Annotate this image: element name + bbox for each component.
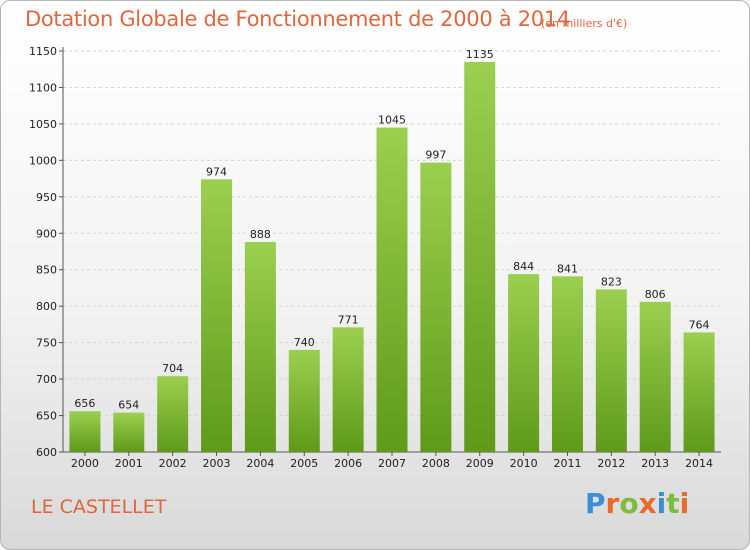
x-tick-label-2000: 2000: [71, 457, 99, 470]
x-tick-label-2014: 2014: [685, 457, 713, 470]
value-label-2002: 704: [162, 362, 183, 375]
value-label-2009: 1135: [466, 48, 494, 61]
chart-title: Dotation Globale de Fonctionnement de 20…: [25, 7, 570, 31]
y-tick-label: 950: [36, 191, 57, 204]
x-tick-label-2012: 2012: [597, 457, 625, 470]
value-label-2008: 997: [425, 149, 446, 162]
bar-2000: [69, 411, 101, 452]
value-label-2012: 823: [601, 275, 622, 288]
x-tick-label-2013: 2013: [641, 457, 669, 470]
logo-letter: i: [679, 487, 690, 520]
logo-letter: r: [605, 487, 620, 520]
y-tick-label: 1050: [29, 118, 57, 131]
bar-2014: [683, 332, 715, 452]
bar-2001: [113, 412, 145, 452]
bar-2009: [464, 61, 496, 452]
bar-2007: [376, 127, 408, 453]
value-label-2006: 771: [338, 313, 359, 326]
x-tick-label-2010: 2010: [510, 457, 538, 470]
x-tick-label-2003: 2003: [203, 457, 231, 470]
proxiti-logo: Proxiti: [585, 487, 689, 520]
logo-letter: t: [666, 487, 680, 520]
bar-2004: [244, 242, 276, 452]
value-label-2003: 974: [206, 165, 227, 178]
y-tick-label: 1100: [29, 81, 57, 94]
logo-letter: P: [585, 487, 606, 520]
value-label-2011: 841: [557, 262, 578, 275]
y-tick-label: 1000: [29, 154, 57, 167]
bar-2006: [332, 327, 364, 452]
y-tick-label: 600: [36, 446, 57, 459]
x-tick-label-2004: 2004: [246, 457, 274, 470]
logo-letter: i: [656, 487, 667, 520]
y-tick-label: 700: [36, 373, 57, 386]
bar-2002: [157, 376, 189, 452]
value-label-2007: 1045: [378, 114, 406, 127]
y-tick-label: 650: [36, 410, 57, 423]
x-tick-label-2006: 2006: [334, 457, 362, 470]
value-label-2010: 844: [513, 260, 534, 273]
bar-2012: [595, 289, 627, 452]
value-label-2014: 764: [689, 318, 710, 331]
x-tick-label-2009: 2009: [466, 457, 494, 470]
x-tick-label-2001: 2001: [115, 457, 143, 470]
value-label-2000: 656: [74, 397, 95, 410]
y-tick-label: 1150: [29, 45, 57, 58]
x-tick-label-2011: 2011: [553, 457, 581, 470]
bar-2013: [639, 301, 671, 452]
y-tick-label: 750: [36, 337, 57, 350]
x-tick-label-2002: 2002: [159, 457, 187, 470]
y-tick-label: 850: [36, 264, 57, 277]
bar-2011: [551, 276, 583, 452]
unit-note: (en milliers d'€): [541, 17, 628, 30]
logo-letter: x: [638, 487, 657, 520]
value-label-2001: 654: [118, 399, 139, 412]
value-label-2004: 888: [250, 228, 271, 241]
bar-2010: [508, 274, 540, 452]
x-tick-label-2008: 2008: [422, 457, 450, 470]
commune-name: LE CASTELLET: [31, 496, 167, 518]
bar-2008: [420, 162, 452, 452]
x-tick-label-2005: 2005: [290, 457, 318, 470]
value-label-2005: 740: [294, 336, 315, 349]
value-label-2013: 806: [645, 288, 666, 301]
bar-2005: [288, 349, 320, 452]
y-tick-label: 900: [36, 227, 57, 240]
bar-2003: [201, 179, 233, 452]
x-tick-label-2007: 2007: [378, 457, 406, 470]
y-tick-label: 800: [36, 300, 57, 313]
logo-letter: o: [619, 487, 639, 520]
